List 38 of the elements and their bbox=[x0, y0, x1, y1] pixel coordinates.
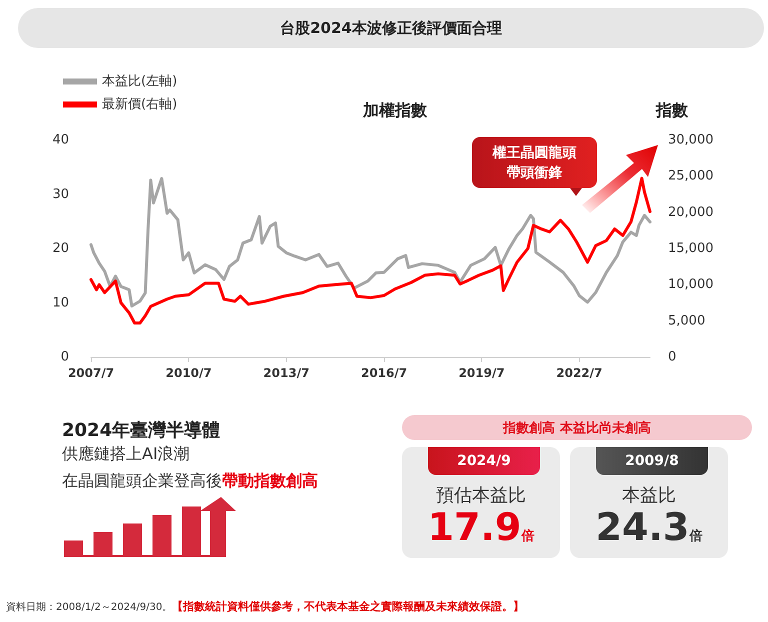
text: 預估本益比 bbox=[435, 484, 527, 507]
text: 2009/8 bbox=[596, 447, 708, 475]
y-tick-label: 0 bbox=[60, 350, 69, 364]
x-tick-label: 2016/7 bbox=[360, 366, 408, 380]
text: 2024年臺灣半導體 bbox=[62, 419, 220, 442]
x-tick-label: 2019/7 bbox=[458, 366, 505, 380]
text: 本益比 bbox=[621, 484, 677, 507]
annotation: 權王晶圓龍頭 bbox=[492, 144, 576, 162]
text: 24.3 bbox=[596, 505, 690, 549]
annotation: 帶頭衝鋒 bbox=[506, 164, 562, 182]
x-tick-label: 2010/7 bbox=[166, 366, 212, 380]
y2-tick-label: 5,000 bbox=[668, 313, 706, 328]
y-tick-label: 40 bbox=[52, 132, 69, 148]
text: 倍 bbox=[521, 529, 534, 544]
legend-label: 最新價(右軸) bbox=[102, 97, 178, 112]
chart-title: 台股2024本波修正後評價面合理 bbox=[18, 8, 764, 48]
text: 指數創高 本益比尚未創高 bbox=[402, 415, 752, 440]
chart-subtitle: 加權指數 bbox=[362, 100, 428, 120]
y2-tick-label: 20,000 bbox=[668, 204, 714, 220]
y2-tick-label: 15,000 bbox=[668, 241, 714, 256]
text: 倍 bbox=[689, 529, 702, 544]
text: 帶動指數創高 bbox=[222, 471, 318, 490]
x-tick-label: 2013/7 bbox=[263, 366, 310, 380]
text: 【指數統計資料僅供參考，不代表本基金之實際報酬及未來績效保證。】 bbox=[172, 600, 524, 613]
x-tick-label: 2007/7 bbox=[68, 366, 114, 380]
y2-tick-label: 0 bbox=[668, 350, 676, 364]
y-tick-label: 30 bbox=[52, 186, 69, 202]
y2-tick-label: 25,000 bbox=[668, 168, 714, 184]
y-tick-label: 20 bbox=[52, 241, 69, 256]
x-tick-label: 2022/7 bbox=[556, 366, 602, 380]
y2-tick-label: 30,000 bbox=[668, 132, 714, 148]
y-tick-label: 10 bbox=[52, 295, 69, 310]
y2-tick-label: 10,000 bbox=[668, 277, 714, 292]
y2-axis-title: 指數 bbox=[655, 100, 689, 120]
text: 供應鏈搭上AI浪潮 bbox=[62, 444, 190, 465]
text: 2024/9 bbox=[428, 447, 540, 475]
legend-label: 本益比(左軸) bbox=[102, 74, 178, 89]
text: 17.9 bbox=[428, 505, 522, 549]
